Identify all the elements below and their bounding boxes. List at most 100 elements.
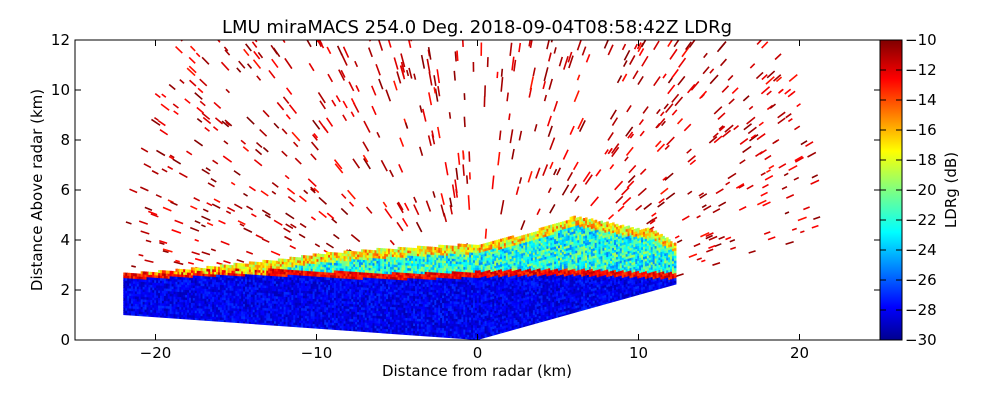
- cloud-cell: [411, 250, 414, 254]
- cloud-cell: [202, 303, 206, 307]
- cloud-cell: [424, 246, 428, 250]
- cloud-cell: [399, 292, 403, 296]
- cloud-cell: [357, 319, 360, 323]
- clutter-echo: [246, 116, 255, 125]
- cloud-cell: [359, 316, 362, 320]
- cloud-cell: [426, 291, 430, 295]
- cloud-cell: [364, 292, 368, 296]
- clutter-echo: [759, 149, 767, 155]
- cloud-cell: [264, 277, 267, 281]
- cloud-cell: [285, 288, 289, 293]
- cloud-cell: [246, 271, 250, 275]
- cloud-cell: [216, 319, 219, 323]
- cloud-cell: [386, 328, 389, 332]
- cloud-cell: [380, 278, 383, 282]
- cloud-cell: [428, 284, 432, 288]
- cloud-cell: [324, 296, 327, 300]
- cloud-cell: [264, 279, 267, 284]
- cloud-cell: [349, 308, 352, 312]
- cloud-cell: [136, 305, 140, 310]
- cloud-cell: [415, 283, 418, 287]
- cloud-cell: [405, 329, 408, 334]
- clutter-echo: [546, 40, 550, 50]
- cloud-cell: [225, 307, 229, 311]
- cloud-cell: [331, 304, 335, 308]
- cloud-cell: [304, 272, 308, 276]
- cloud-cell: [302, 275, 306, 279]
- cloud-cell: [384, 275, 387, 280]
- cloud-cell: [335, 272, 339, 276]
- cloud-cell: [389, 271, 393, 275]
- cloud-cell: [320, 266, 323, 270]
- cloud-cell: [299, 324, 302, 329]
- cloud-cell: [403, 257, 406, 261]
- cloud-cell: [324, 314, 327, 318]
- cloud-cell: [256, 271, 260, 276]
- cloud-cell: [364, 267, 368, 271]
- cloud-cell: [177, 293, 180, 297]
- cloud-cell: [177, 291, 180, 295]
- cloud-cell: [333, 257, 337, 261]
- cloud-cell: [395, 324, 399, 328]
- cloud-cell: [163, 307, 167, 311]
- cloud-cell: [225, 279, 229, 283]
- cloud-cell: [231, 302, 235, 306]
- cloud-cell: [378, 303, 381, 307]
- cloud-cell: [335, 312, 339, 316]
- cloud-cell: [359, 309, 362, 313]
- clutter-echo: [453, 70, 456, 81]
- cloud-cell: [413, 320, 416, 324]
- cloud-cell: [386, 311, 389, 315]
- cloud-cell: [430, 281, 434, 285]
- cloud-cell: [134, 278, 138, 282]
- cloud-cell: [312, 318, 316, 322]
- cloud-cell: [428, 319, 432, 323]
- clutter-echo: [718, 125, 724, 131]
- cloud-cell: [264, 319, 267, 324]
- cloud-cell: [227, 317, 231, 321]
- cloud-cell: [279, 266, 283, 270]
- cloud-cell: [351, 321, 354, 325]
- cloud-cell: [302, 305, 306, 309]
- cloud-cell: [339, 307, 343, 311]
- cloud-cell: [395, 261, 399, 265]
- cloud-cell: [301, 265, 304, 269]
- clutter-echo: [681, 215, 690, 221]
- cloud-cell: [403, 272, 406, 276]
- cloud-cell: [142, 278, 146, 282]
- cloud-cell: [366, 312, 370, 316]
- cloud-cell: [353, 253, 356, 257]
- cloud-cell: [333, 254, 337, 258]
- cloud-cell: [200, 285, 204, 289]
- cloud-cell: [246, 296, 250, 300]
- cloud-cell: [411, 317, 414, 321]
- cloud-cell: [302, 312, 306, 316]
- cloud-cell: [399, 267, 403, 271]
- clutter-echo: [793, 176, 800, 181]
- cloud-cell: [306, 270, 310, 274]
- cloud-cell: [306, 265, 310, 269]
- cloud-cell: [424, 313, 428, 317]
- cloud-cell: [192, 294, 196, 299]
- cloud-cell: [287, 311, 291, 315]
- cloud-cell: [237, 283, 240, 287]
- clutter-echo: [354, 60, 359, 68]
- cloud-cell: [416, 265, 420, 269]
- cloud-cell: [221, 286, 225, 291]
- cloud-cell: [364, 272, 368, 276]
- clutter-echo: [196, 106, 205, 114]
- cloud-cell: [413, 317, 416, 322]
- cloud-cell: [397, 299, 401, 303]
- cloud-cell: [243, 303, 246, 307]
- cloud-cell: [268, 297, 271, 301]
- cloud-cell: [258, 294, 262, 298]
- cloud-cell: [216, 284, 219, 288]
- cloud-cell: [428, 316, 432, 320]
- cloud-cell: [206, 278, 209, 282]
- cloud-cell: [289, 291, 292, 295]
- cloud-cell: [380, 275, 383, 279]
- clutter-echo: [159, 241, 165, 246]
- cloud-cell: [328, 284, 331, 288]
- cloud-cell: [287, 301, 291, 305]
- cloud-cell: [289, 279, 292, 283]
